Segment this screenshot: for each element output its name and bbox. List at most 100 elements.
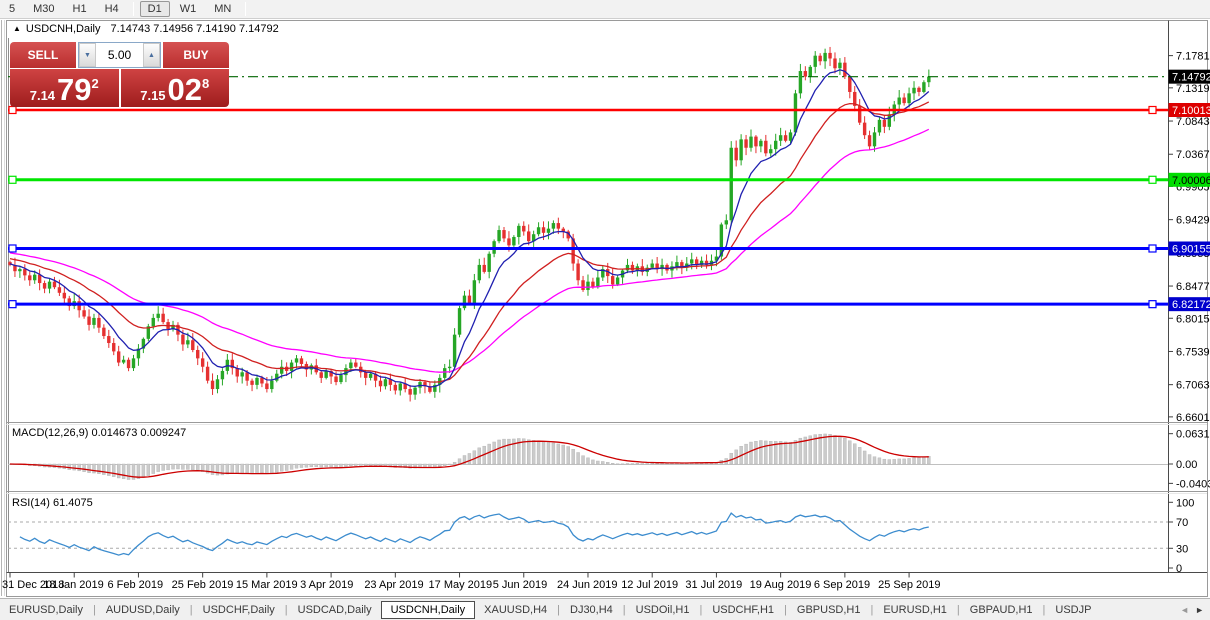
svg-text:0.063184: 0.063184 <box>1176 429 1210 441</box>
toolbar-separator <box>132 2 134 16</box>
chart-tab-usdchf-h1[interactable]: USDCHF,H1 <box>712 603 775 616</box>
timeframe-button-h4[interactable]: H4 <box>104 3 119 15</box>
timeframe-button-mn[interactable]: MN <box>214 3 232 15</box>
chart-tab-usdjp[interactable]: USDJP <box>1055 603 1092 616</box>
svg-text:6.84770: 6.84770 <box>1176 281 1210 293</box>
svg-text:3 Apr 2019: 3 Apr 2019 <box>300 579 353 591</box>
svg-text:12 Jul 2019: 12 Jul 2019 <box>621 579 678 591</box>
svg-text:6.80150: 6.80150 <box>1176 313 1210 325</box>
chart-symbol-label: USDCNH,Daily <box>25 23 101 35</box>
svg-text:15 Mar 2019: 15 Mar 2019 <box>236 579 298 591</box>
svg-text:30: 30 <box>1176 543 1188 555</box>
tab-separator: | <box>699 603 703 616</box>
svg-text:6.75390: 6.75390 <box>1176 346 1210 358</box>
svg-text:6.66010: 6.66010 <box>1176 412 1210 424</box>
tab-scroll-left-icon[interactable]: ◄ <box>1180 604 1190 615</box>
spinner-up-icon: ▲ <box>148 51 155 59</box>
chart-tab-usdoil-h1[interactable]: USDOil,H1 <box>635 603 690 616</box>
svg-text:6.94290: 6.94290 <box>1176 215 1210 227</box>
svg-text:7.00006: 7.00006 <box>1172 175 1210 187</box>
rsi-label: RSI(14) 61.4075 <box>12 497 93 509</box>
chart-tab-usdcad-daily[interactable]: USDCAD,Daily <box>297 603 372 616</box>
chart-tabs-bar: EURUSD,Daily | AUDUSD,Daily | USDCHF,Daily | U… <box>0 598 1210 620</box>
chart-tab-usdcnh-daily[interactable]: USDCNH,Daily <box>380 600 476 619</box>
chart-tab-dj30-h4[interactable]: DJ30,H4 <box>570 603 613 616</box>
sell-price-display[interactable]: 7.14 79 2 <box>10 69 119 107</box>
svg-text:0.00: 0.00 <box>1176 459 1197 471</box>
svg-text:6.70630: 6.70630 <box>1176 380 1210 392</box>
svg-text:7.10013: 7.10013 <box>1172 105 1210 117</box>
tab-separator: | <box>92 603 96 616</box>
svg-text:31 Dec 2018: 31 Dec 2018 <box>2 579 64 591</box>
buy-price-prefix: 7.15 <box>140 88 166 103</box>
macd-pane: 0.063184 0.00 -0.040355 <box>8 429 1210 490</box>
collapse-triangle-icon: ▲ <box>13 24 21 33</box>
svg-text:100: 100 <box>1176 497 1194 509</box>
volume-input[interactable]: 5.00 <box>107 48 132 62</box>
svg-text:19 Aug 2019: 19 Aug 2019 <box>750 579 812 591</box>
svg-text:25 Sep 2019: 25 Sep 2019 <box>878 579 940 591</box>
macd-label: MACD(12,26,9) 0.014673 0.009247 <box>12 427 187 439</box>
volume-increase-button[interactable]: ▲ <box>143 43 160 67</box>
timeframe-button-w1[interactable]: W1 <box>179 3 197 15</box>
sell-price-big: 79 <box>57 72 92 107</box>
sell-price-prefix: 7.14 <box>29 88 56 103</box>
svg-text:17 May 2019: 17 May 2019 <box>429 579 493 591</box>
svg-text:7.14792: 7.14792 <box>1172 72 1210 84</box>
chart-tab-eurusd-daily[interactable]: EURUSD,Daily <box>9 603 83 616</box>
svg-text:24 Jun 2019: 24 Jun 2019 <box>557 579 618 591</box>
toolbar-separator <box>245 2 247 16</box>
svg-text:18 Jan 2019: 18 Jan 2019 <box>43 579 104 591</box>
svg-text:0: 0 <box>1176 563 1182 575</box>
svg-text:70: 70 <box>1176 517 1188 529</box>
timeframe-button-h1[interactable]: H1 <box>72 3 87 15</box>
tab-separator: | <box>284 603 288 616</box>
chart-tab-eurusd-h1[interactable]: EURUSD,H1 <box>883 603 947 616</box>
sell-button[interactable]: SELL <box>10 42 76 68</box>
svg-text:7.17810: 7.17810 <box>1176 51 1210 63</box>
spinner-down-icon: ▼ <box>84 51 91 59</box>
chart-tab-gbpaud-h1[interactable]: GBPAUD,H1 <box>969 603 1033 616</box>
tab-separator: | <box>784 603 787 616</box>
svg-text:7.13190: 7.13190 <box>1176 83 1210 95</box>
svg-text:7.03670: 7.03670 <box>1176 149 1210 161</box>
ma-lines <box>9 69 930 388</box>
chart-tab-usdchf-daily[interactable]: USDCHF,Daily <box>202 603 275 616</box>
tab-separator: | <box>870 603 874 616</box>
price-axis: 7.178107.131907.084307.036706.990506.942… <box>1168 51 1210 424</box>
window-frame <box>1 20 1208 597</box>
timeframe-toolbar: 5 M30 H1 H4 D1 W1 MN <box>0 0 1210 19</box>
svg-text:25 Feb 2019: 25 Feb 2019 <box>172 579 234 591</box>
horizontal-lines <box>8 105 1168 309</box>
chart-tab-gbpusd-h1[interactable]: GBPUSD,H1 <box>796 603 861 616</box>
tab-separator: | <box>622 603 626 616</box>
svg-text:31 Jul 2019: 31 Jul 2019 <box>685 579 742 591</box>
tab-separator: | <box>956 603 960 616</box>
volume-decrease-button[interactable]: ▼ <box>79 43 96 67</box>
svg-text:6.82172: 6.82172 <box>1172 299 1210 311</box>
one-click-trading-panel: SELL ▼ 5.00 ▲ BUY 7.14 79 2 7.15 02 8 <box>10 42 229 107</box>
svg-text:23 Apr 2019: 23 Apr 2019 <box>364 579 423 591</box>
tab-separator: | <box>557 603 560 616</box>
chart-tab-xauusd-h4[interactable]: XAUUSD,H4 <box>484 603 548 616</box>
svg-text:7.08430: 7.08430 <box>1176 116 1210 128</box>
timeframe-button-5[interactable]: 5 <box>9 3 16 15</box>
tab-scroll-right-icon[interactable]: ► <box>1195 604 1204 615</box>
tab-separator: | <box>1042 603 1046 616</box>
chart-title: ▲ USDCNH,Daily 7.14743 7.14956 7.14190 7.1… <box>13 23 279 35</box>
buy-price-display[interactable]: 7.15 02 8 <box>120 69 229 107</box>
buy-price-big: 02 <box>167 72 203 107</box>
svg-text:6 Feb 2019: 6 Feb 2019 <box>107 579 163 591</box>
chart-ohlc-values: 7.14743 7.14956 7.14190 7.14792 <box>110 23 279 35</box>
buy-price-pip: 8 <box>202 76 210 91</box>
buy-button[interactable]: BUY <box>163 42 229 68</box>
svg-text:-0.040355: -0.040355 <box>1176 478 1210 490</box>
timeframe-button-d1[interactable]: D1 <box>139 1 170 17</box>
svg-text:6 Sep 2019: 6 Sep 2019 <box>814 579 870 591</box>
timeframe-button-m30[interactable]: M30 <box>33 3 55 15</box>
svg-text:5 Jun 2019: 5 Jun 2019 <box>493 579 547 591</box>
chart-tab-audusd-daily[interactable]: AUDUSD,Daily <box>105 603 180 616</box>
